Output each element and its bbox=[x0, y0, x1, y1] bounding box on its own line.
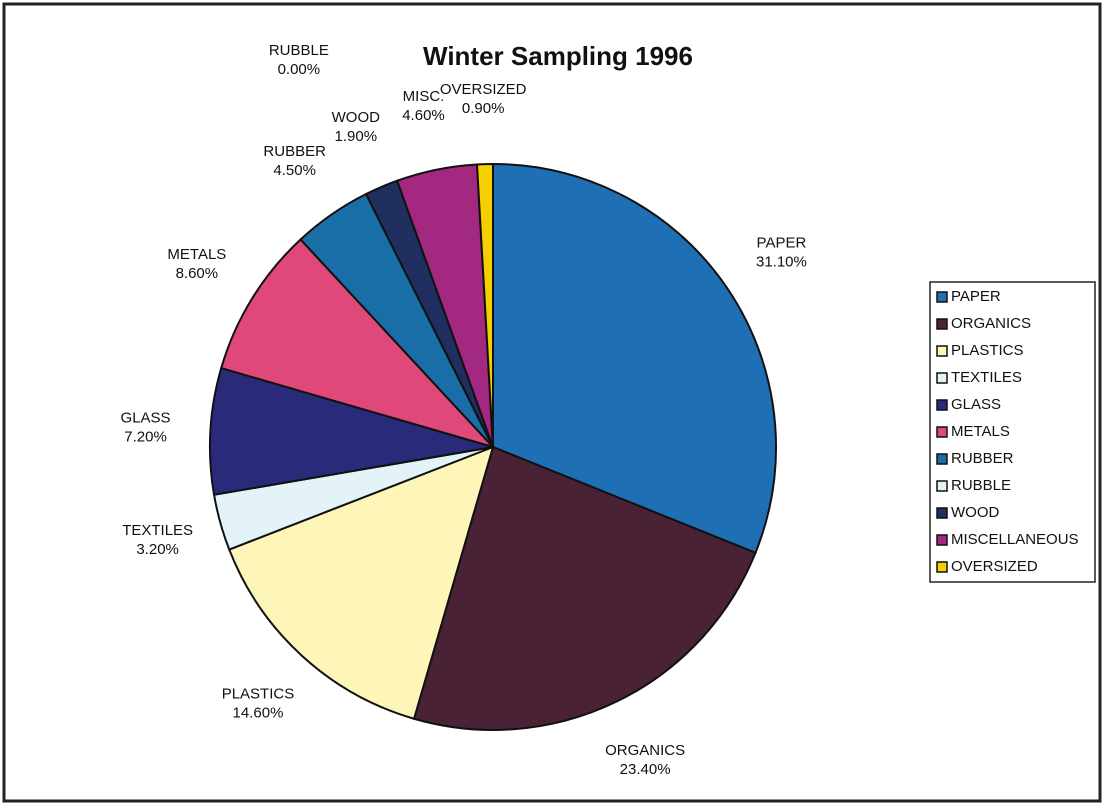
slice-label: METALS bbox=[167, 246, 226, 263]
legend-label: ORGANICS bbox=[951, 315, 1031, 332]
legend-swatch bbox=[936, 318, 948, 330]
slice-label: PAPER bbox=[757, 234, 807, 251]
legend-swatch bbox=[936, 507, 948, 519]
slice-label: PLASTICS bbox=[222, 686, 295, 703]
legend-label: GLASS bbox=[951, 396, 1001, 413]
slice-value-label: 4.50% bbox=[273, 162, 316, 179]
legend-label: WOOD bbox=[951, 504, 999, 521]
legend-swatch bbox=[936, 291, 948, 303]
legend-label: METALS bbox=[951, 423, 1010, 440]
slice-label: RUBBER bbox=[263, 143, 326, 160]
slice-value-label: 7.20% bbox=[124, 428, 167, 445]
pie-slice bbox=[227, 445, 495, 721]
pie-slice bbox=[475, 162, 494, 448]
legend-label: MISCELLANEOUS bbox=[951, 531, 1079, 548]
slice-label: RUBBLE bbox=[269, 42, 329, 59]
legend-label: RUBBER bbox=[951, 450, 1014, 467]
slice-label: ORGANICS bbox=[605, 742, 685, 759]
legend-box bbox=[929, 281, 1096, 583]
legend-swatch bbox=[936, 345, 948, 357]
slice-label: WOOD bbox=[332, 109, 380, 126]
legend-label: PLASTICS bbox=[951, 342, 1024, 359]
legend-swatch bbox=[936, 453, 948, 465]
slice-label: OVERSIZED bbox=[440, 81, 527, 98]
legend-swatch bbox=[936, 480, 948, 492]
slice-label: GLASS bbox=[121, 409, 171, 426]
slice-value-label: 4.60% bbox=[402, 107, 445, 124]
slice-value-label: 23.40% bbox=[620, 761, 671, 778]
legend-swatch bbox=[936, 534, 948, 546]
legend-label: OVERSIZED bbox=[951, 558, 1038, 575]
pie-slice bbox=[492, 162, 777, 555]
slice-value-label: 3.20% bbox=[136, 541, 179, 558]
legend-swatch bbox=[936, 561, 948, 573]
pie-slice bbox=[209, 366, 494, 496]
slice-label: MISC. bbox=[403, 88, 445, 105]
legend-swatch bbox=[936, 426, 948, 438]
slice-value-label: 31.10% bbox=[756, 253, 807, 270]
slice-value-label: 1.90% bbox=[335, 128, 378, 145]
slice-value-label: 0.90% bbox=[462, 100, 505, 117]
slice-label: TEXTILES bbox=[122, 522, 193, 539]
slice-value-label: 0.00% bbox=[278, 61, 321, 78]
slice-value-label: 8.60% bbox=[176, 265, 219, 282]
legend-label: TEXTILES bbox=[951, 369, 1022, 386]
legend-label: PAPER bbox=[951, 288, 1001, 305]
legend-swatch bbox=[936, 399, 948, 411]
chart-title: Winter Sampling 1996 bbox=[423, 41, 693, 71]
legend-swatch bbox=[936, 372, 948, 384]
pie-slice bbox=[412, 445, 757, 731]
slice-value-label: 14.60% bbox=[233, 705, 284, 722]
pie-slice bbox=[219, 238, 497, 449]
legend-label: RUBBLE bbox=[951, 477, 1011, 494]
